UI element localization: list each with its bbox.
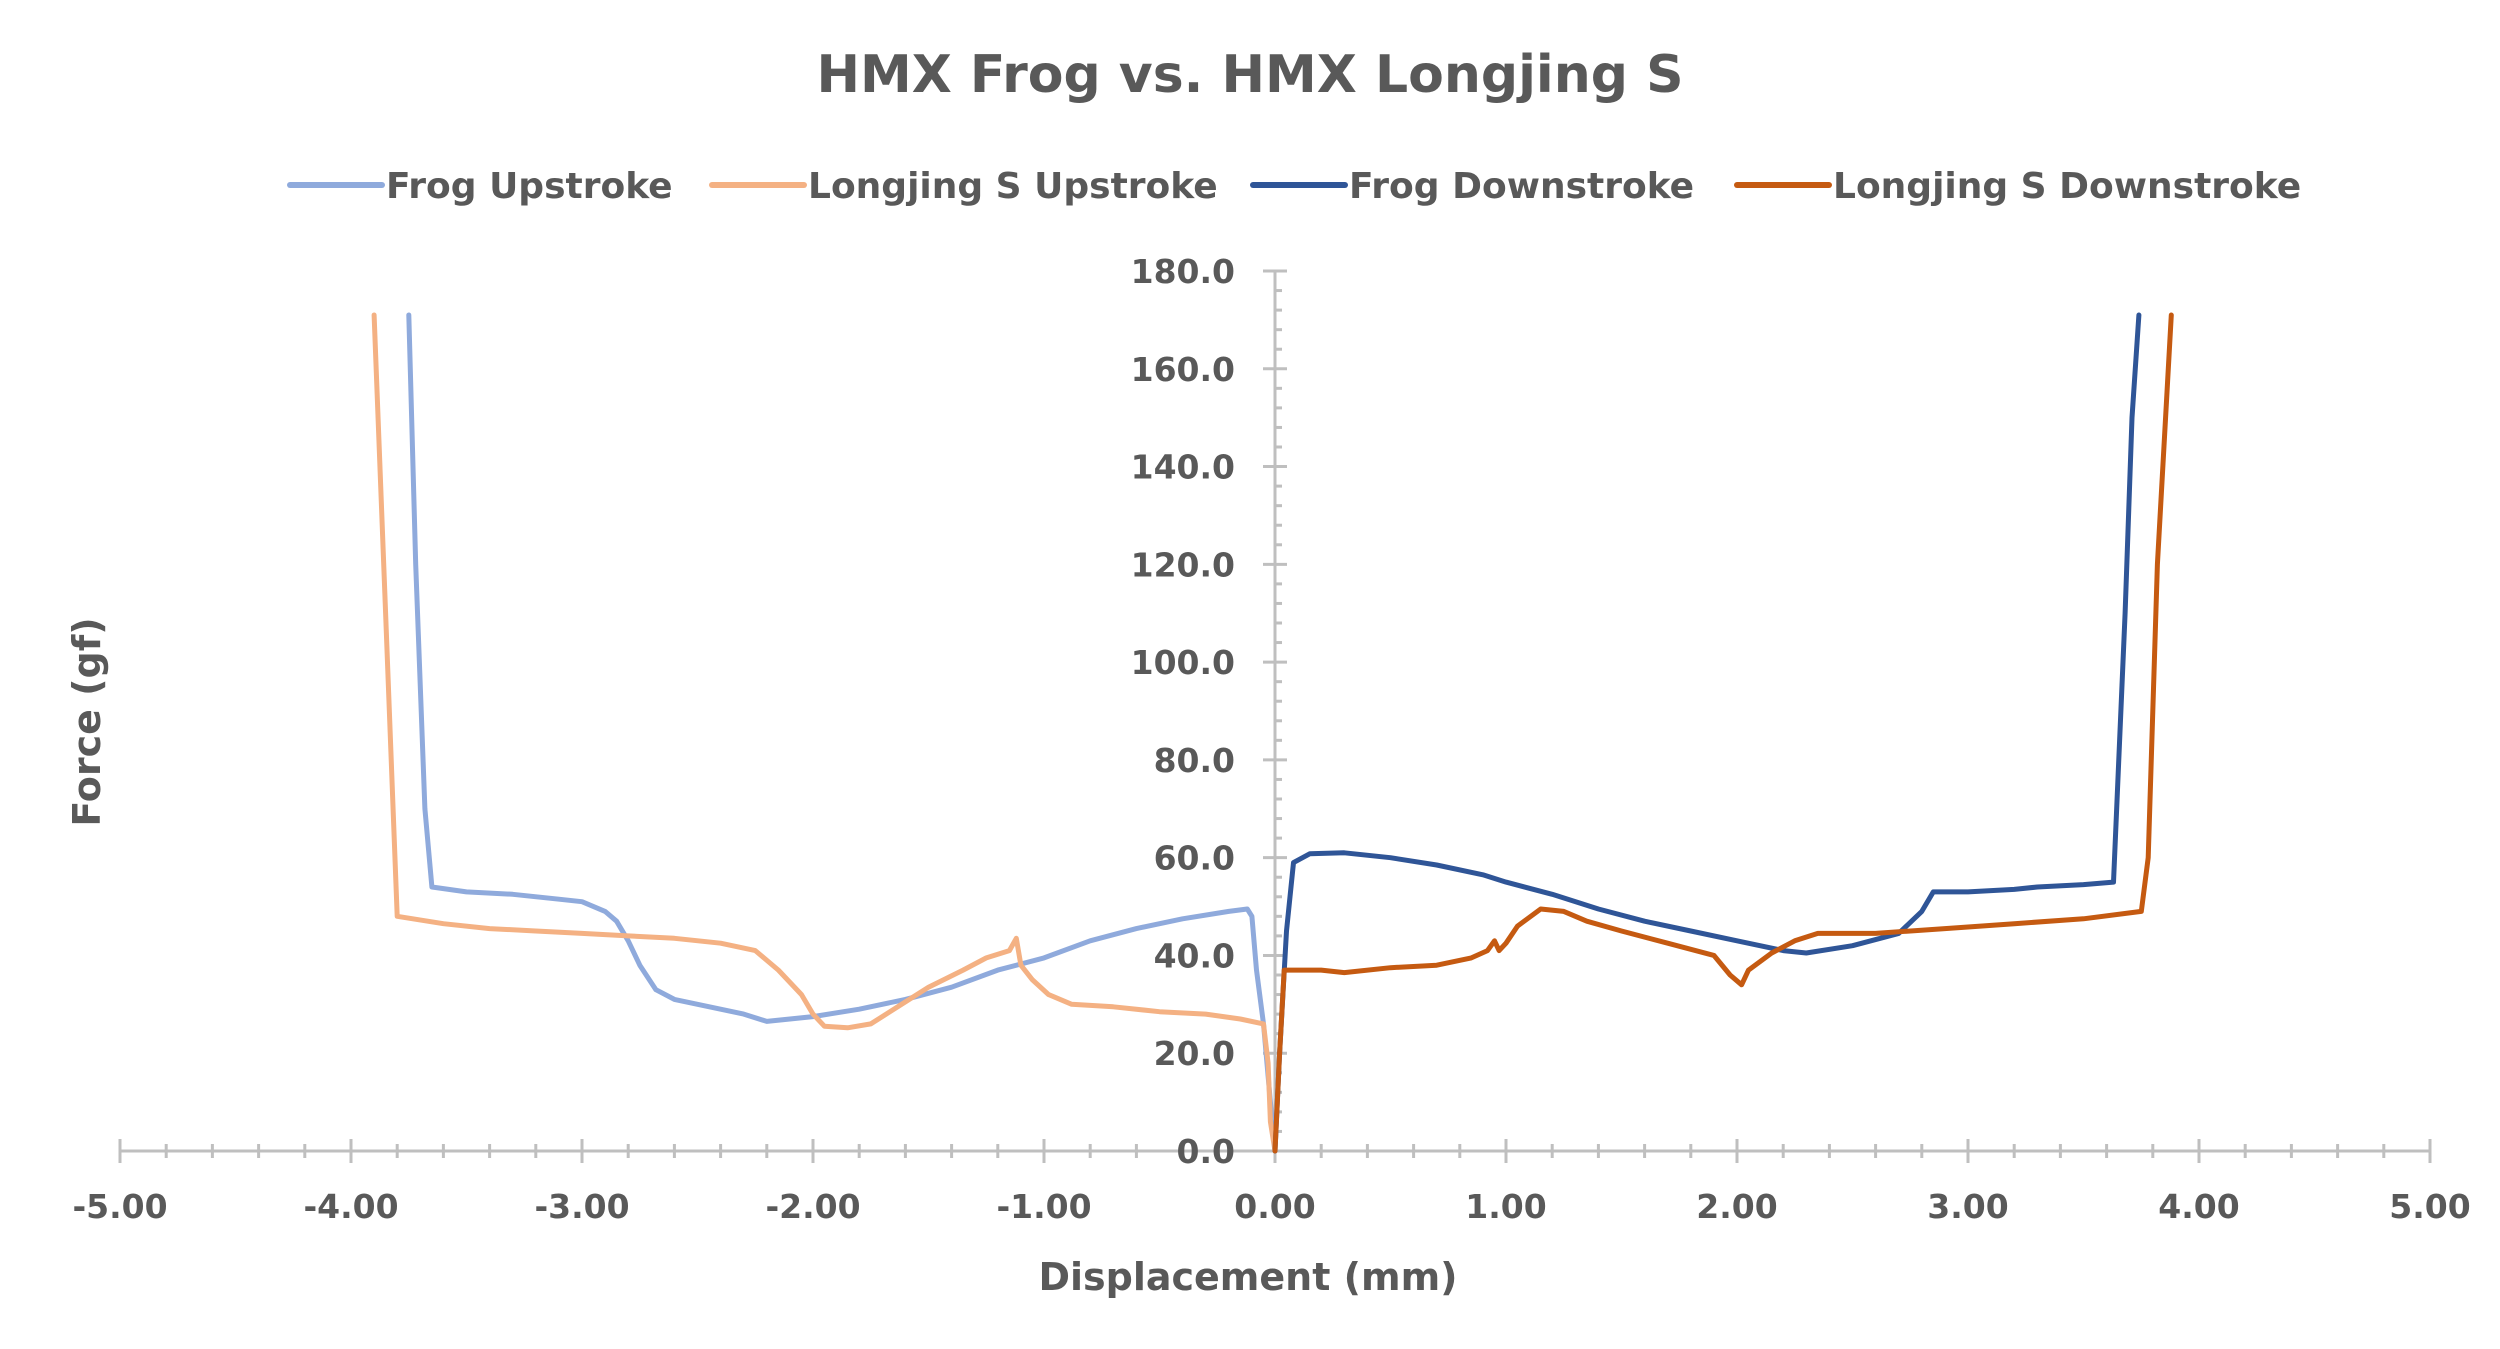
x-tick-label: -4.00 [303,1187,398,1226]
y-tick-label: 40.0 [1154,936,1235,975]
legend-label: Longjing S Upstroke [808,166,1218,207]
legend-label: Longjing S Downstroke [1833,166,2301,207]
chart-title: HMX Frog vs. HMX Longjing S [816,45,1683,105]
x-tick-label: 3.00 [1927,1187,2008,1226]
series-line-longjing-s-upstroke [371,312,1278,1154]
y-tick-label: 60.0 [1154,839,1235,878]
series-line-longjing-s-downstroke [1272,312,2174,1154]
x-tick-label: 4.00 [2158,1187,2239,1226]
axes: -5.00 -4.00 -3.00 -2.00 -1.00 0.00 1.00 2.00 3.0… [72,252,2470,1226]
y-tick-label: 20.0 [1154,1034,1235,1073]
y-tick-label: 140.0 [1131,448,1235,487]
y-tick-label: 120.0 [1131,545,1235,584]
x-tick-label: -5.00 [72,1187,167,1226]
series-line-frog-upstroke [406,312,1278,1154]
x-tick-label: 1.00 [1465,1187,1546,1226]
y-axis-title: Force (gf) [65,617,109,826]
x-tick-label: 2.00 [1696,1187,1777,1226]
series-group [371,312,2174,1154]
legend-label: Frog Downstroke [1349,166,1694,207]
x-tick-label: -1.00 [996,1187,1091,1226]
x-tick-label: 0.00 [1234,1187,1315,1226]
y-tick-label: 180.0 [1131,252,1235,291]
y-tick-label: 0.0 [1177,1132,1235,1171]
x-tick-label: -2.00 [765,1187,860,1226]
legend: Frog Upstroke Longjing S Upstroke Frog Dow… [287,166,2301,207]
y-tick-label: 80.0 [1154,741,1235,780]
y-tick-label: 100.0 [1131,643,1235,682]
x-tick-label: -3.00 [534,1187,629,1226]
x-axis-title: Displacement (mm) [1038,1255,1457,1299]
legend-label: Frog Upstroke [386,166,673,207]
x-tick-label: 5.00 [2389,1187,2470,1226]
series-line-frog-downstroke [1272,312,2142,1154]
y-tick-label: 160.0 [1131,350,1235,389]
